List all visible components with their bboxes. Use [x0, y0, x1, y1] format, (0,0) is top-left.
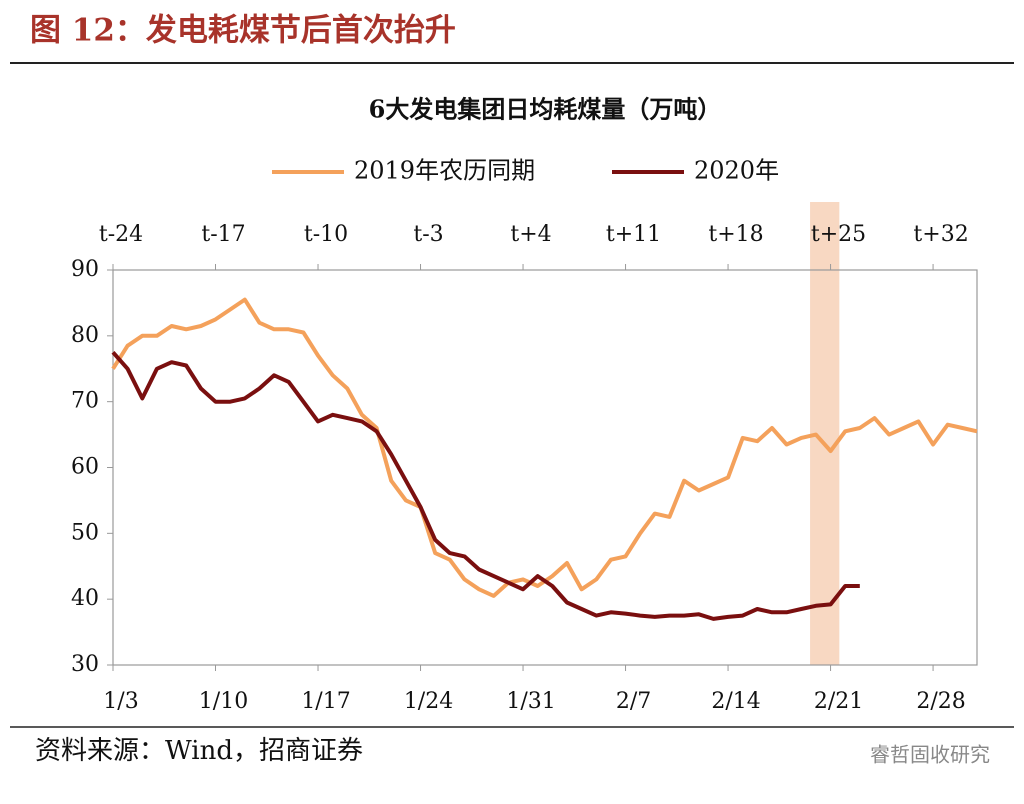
legend-label: 2019年农历同期: [354, 157, 535, 185]
x-tick-label: 2/14: [711, 689, 760, 714]
x-tick-label: 1/10: [199, 689, 248, 714]
top-tick-label: t+32: [913, 222, 968, 247]
x-tick-label: 1/3: [103, 689, 138, 714]
x-tick-label: 1/17: [301, 689, 350, 714]
top-tick-label: t-3: [413, 222, 443, 247]
x-tick-label: 1/31: [506, 689, 555, 714]
top-tick-label: t+18: [708, 222, 763, 247]
x-tick-label: 2/7: [616, 689, 651, 714]
page-title: 图 12：发电耗煤节后首次抬升: [30, 13, 456, 49]
chart-title: 6大发电集团日均耗煤量（万吨）: [369, 95, 722, 124]
y-tick-label: 70: [71, 389, 99, 414]
top-tick-label: t-10: [304, 222, 348, 247]
y-tick-label: 50: [71, 520, 99, 545]
y-tick-label: 80: [71, 323, 99, 348]
top-tick-label: t+11: [606, 222, 661, 247]
source: 资料来源：Wind，招商证券: [35, 736, 363, 766]
x-tick-label: 1/24: [404, 689, 453, 714]
y-tick-label: 90: [71, 257, 99, 282]
watermark: 睿哲固收研究: [870, 743, 990, 767]
top-tick-label: t-17: [201, 222, 245, 247]
top-tick-label: t+25: [811, 222, 866, 247]
y-tick-label: 40: [71, 586, 99, 611]
y-tick-label: 30: [71, 652, 99, 677]
x-tick-label: 2/28: [916, 689, 965, 714]
x-tick-label: 2/21: [814, 689, 863, 714]
series-line: [111, 350, 860, 621]
plot-frame: [112, 269, 978, 666]
series-line: [111, 297, 978, 598]
legend-label: 2020年: [694, 157, 779, 185]
y-tick-label: 60: [71, 455, 99, 480]
top-tick-label: t+4: [510, 222, 551, 247]
top-tick-label: t-24: [99, 222, 143, 247]
